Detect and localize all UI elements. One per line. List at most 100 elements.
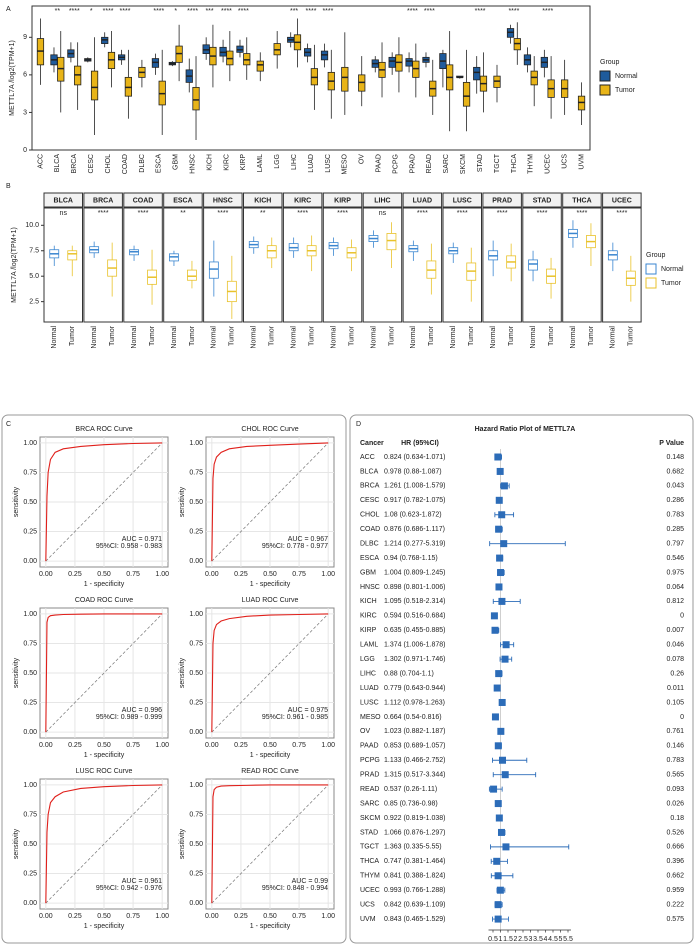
- x-tick-label: HNSC: [189, 154, 196, 174]
- hr-marker: [491, 713, 499, 721]
- y-tick-label: 0.75: [189, 469, 203, 476]
- roc-curve: [45, 442, 163, 562]
- x-tick-label: Normal: [330, 326, 337, 349]
- x-tick-label: 5.5: [563, 936, 573, 943]
- significance: ****: [153, 8, 164, 15]
- x-tick-label: 0.5: [488, 936, 498, 943]
- x-tick-label: Normal: [450, 326, 457, 349]
- significance: ****: [424, 8, 435, 15]
- x-tick-label: Tumor: [428, 325, 435, 346]
- y-tick-label: 1.00: [189, 611, 203, 618]
- x-tick-label: Normal: [51, 326, 58, 349]
- cancer-label: THYM: [360, 873, 380, 880]
- hr-marker: [494, 872, 502, 880]
- hr-label: 0.635 (0.455-0.885): [384, 627, 446, 634]
- cancer-label: READ: [360, 786, 379, 793]
- box: [473, 66, 481, 81]
- x-tick-label: 3: [529, 936, 533, 943]
- x-tick-label: 0.25: [234, 571, 248, 578]
- strip-label: BLCA: [54, 197, 73, 204]
- p-value: 0.011: [667, 685, 684, 692]
- x-tick-label: Normal: [370, 326, 377, 349]
- hr-marker: [494, 453, 502, 461]
- facet-area: [362, 207, 403, 323]
- p-value: 0.105: [666, 699, 684, 706]
- hr-label: 0.664 (0.54-0.816): [384, 714, 442, 721]
- x-tick-label: UCS: [561, 154, 568, 169]
- x-tick-label: 4: [544, 936, 548, 943]
- significance: **: [260, 210, 266, 217]
- p-value: 0.959: [666, 887, 684, 894]
- hr-marker: [498, 511, 506, 519]
- x-tick-label: MESO: [342, 153, 349, 174]
- hr-marker: [497, 828, 505, 836]
- hr-label: 0.917 (0.782-1.075): [384, 497, 446, 504]
- x-tick-label: LIHC: [291, 154, 298, 170]
- facet-area: [43, 207, 83, 323]
- y-tick-label: 0.50: [23, 670, 37, 677]
- panel-label: B: [6, 183, 11, 190]
- significance: ****: [407, 8, 418, 15]
- cancer-label: LUAD: [360, 685, 379, 692]
- box: [462, 81, 471, 107]
- x-tick-label: 1.00: [321, 742, 335, 749]
- p-value: 0: [680, 714, 684, 721]
- hr-label: 1.023 (0.882-1.187): [384, 728, 446, 735]
- cancer-label: OV: [360, 728, 370, 735]
- hr-label: 0.594 (0.516-0.684): [384, 613, 446, 620]
- facet-area: [602, 207, 642, 323]
- hr-label: 1.363 (0.335-5.55): [384, 844, 442, 851]
- y-tick-label: 0.25: [189, 528, 203, 535]
- x-tick-label: Normal: [290, 326, 297, 349]
- p-value: 0.526: [666, 829, 684, 836]
- p-value: 0.761: [666, 728, 684, 735]
- cancer-label: CESC: [360, 497, 379, 504]
- hr-label: 0.537 (0.26-1.11): [384, 786, 437, 793]
- hr-marker: [490, 785, 498, 793]
- box: [256, 60, 264, 72]
- hr-label: 0.993 (0.766-1.288): [384, 887, 446, 894]
- x-tick-label: 1.00: [155, 571, 169, 578]
- x-tick-label: CESC: [88, 154, 95, 173]
- y-tick-label: 0.25: [23, 870, 37, 877]
- strip-label: COAD: [133, 197, 154, 204]
- y-tick-label: 0.00: [23, 900, 37, 907]
- cancer-label: PRAD: [360, 772, 379, 779]
- y-tick-label: 0.75: [23, 640, 37, 647]
- x-tick-label: 0.75: [126, 571, 140, 578]
- x-tick-label: 0.00: [39, 571, 53, 578]
- chart-title: READ ROC Curve: [241, 768, 299, 775]
- strip-label: STAD: [533, 197, 552, 204]
- hr-marker: [501, 655, 509, 663]
- cancer-label: PAAD: [360, 743, 379, 750]
- hr-label: 1.214 (0.277-5.319): [384, 540, 446, 547]
- y-tick-label: 0.25: [23, 528, 37, 535]
- significance: **: [55, 8, 61, 15]
- cancer-label: UVM: [360, 916, 376, 923]
- annotation: 95%CI: 0.989 - 0.999: [96, 714, 162, 721]
- x-tick-label: 0.50: [263, 742, 277, 749]
- x-tick-label: LGG: [274, 154, 281, 169]
- x-tick-label: OV: [359, 154, 366, 164]
- p-value: 0.812: [666, 598, 684, 605]
- reference-line: [45, 442, 163, 562]
- p-value: 0.565: [666, 772, 684, 779]
- strip-label: KIRP: [334, 197, 351, 204]
- box: [388, 56, 396, 68]
- hr-label: 0.843 (0.465-1.529): [384, 916, 446, 923]
- y-tick-label: 1.00: [23, 440, 37, 447]
- roc-curve: [211, 613, 329, 733]
- significance: ****: [457, 210, 468, 217]
- y-tick-label: 0.75: [23, 811, 37, 818]
- x-tick-label: 0.25: [68, 913, 82, 920]
- x-tick-label: 0.25: [68, 571, 82, 578]
- x-tick-label: PRAD: [409, 154, 416, 173]
- facet-area: [163, 207, 203, 323]
- strip: [562, 192, 602, 208]
- x-tick-label: 0.25: [234, 742, 248, 749]
- y-tick-label: 0: [23, 147, 27, 154]
- y-axis-label: sensitivity: [179, 828, 186, 859]
- legend-swatch: [599, 84, 611, 96]
- strip: [322, 192, 363, 208]
